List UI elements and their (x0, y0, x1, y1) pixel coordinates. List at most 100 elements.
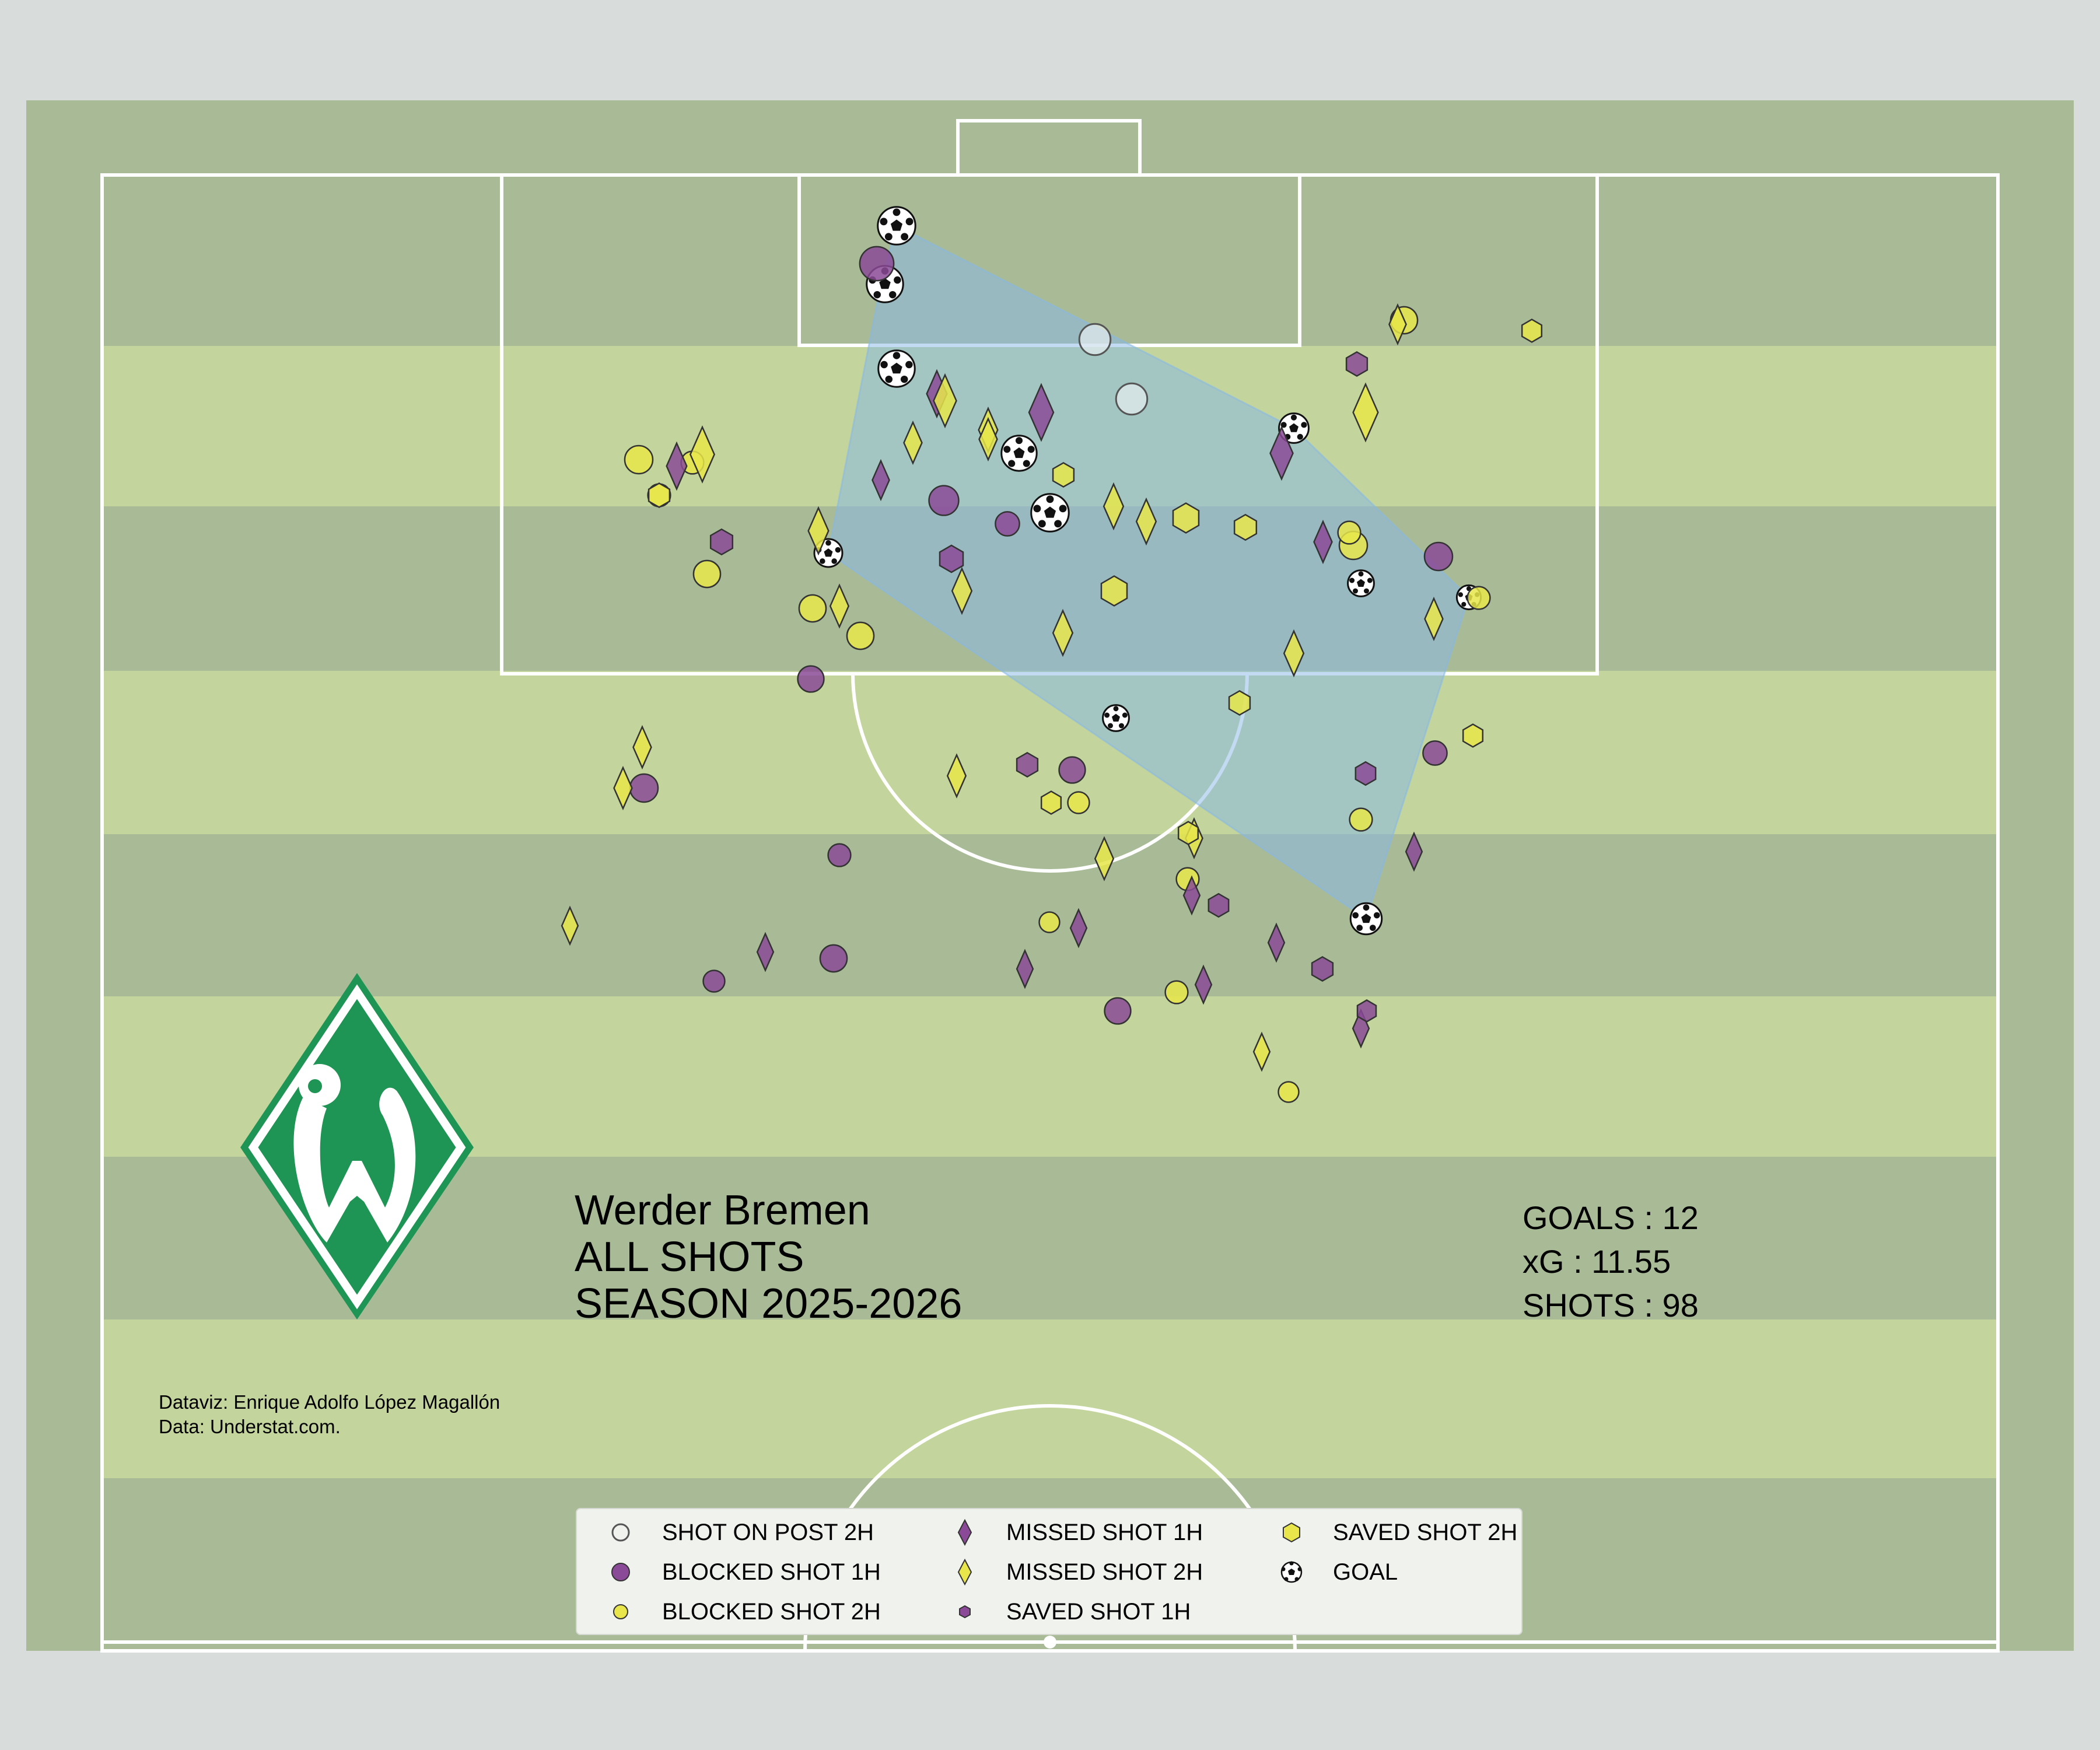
shot-saved-2h (1521, 318, 1543, 343)
pitch-stripe (102, 1320, 1998, 1478)
shot-saved-2h (1040, 790, 1062, 815)
legend-item: SHOT ON POST 2H (606, 1515, 874, 1550)
chart-subtitle: ALL SHOTS (575, 1234, 804, 1280)
shot-missed-2h (1283, 629, 1305, 678)
credits: Dataviz: Enrique Adolfo López Magallón D… (159, 1390, 500, 1439)
legend-label: MISSED SHOT 2H (1006, 1559, 1203, 1585)
shot-saved-2h (1177, 821, 1199, 845)
shot-saved-1h (1356, 999, 1377, 1023)
shot-missed-2h (903, 420, 923, 466)
shot-saved-1h (1208, 892, 1230, 918)
legend-marker-missed-2h (957, 1558, 972, 1586)
season-label: SEASON 2025-2026 (575, 1280, 963, 1327)
shot-missed-1h (1405, 831, 1423, 872)
legend-marker-post (611, 1523, 630, 1542)
shot-blocked-1h (629, 773, 659, 803)
shot-blocked-2h (1164, 980, 1189, 1005)
shot-post-2h (1078, 323, 1112, 356)
legend-label: GOAL (1333, 1559, 1398, 1585)
dataviz-credit: Dataviz: Enrique Adolfo López Magallón (159, 1391, 501, 1413)
shot-saved-2h (648, 482, 671, 509)
shot-goal (1278, 412, 1310, 444)
shot-missed-2h (690, 425, 715, 484)
data-source: Data: Understat.com. (159, 1416, 341, 1437)
shot-blocked-1h (1104, 997, 1132, 1025)
shot-goal (1030, 493, 1070, 533)
shot-missed-2h (978, 416, 998, 462)
shot-blocked-2h (1038, 911, 1060, 933)
shot-missed-1h (1182, 875, 1201, 916)
werder-crest-logo (240, 973, 474, 1320)
shot-blocked-1h (928, 485, 960, 516)
shot-missed-1h (1313, 519, 1333, 565)
shot-missed-2h (1352, 382, 1379, 443)
shot-missed-2h (1388, 303, 1407, 346)
shot-missed-2h (632, 724, 652, 770)
shot-missed-1h (1352, 1008, 1370, 1049)
crest-w-dot-inner (308, 1079, 322, 1093)
soccer-ball-icon (1280, 1561, 1303, 1583)
shot-goal (1000, 435, 1038, 472)
legend-item: SAVED SHOT 2H (1277, 1515, 1517, 1550)
legend-label: MISSED SHOT 1H (1006, 1519, 1203, 1545)
legend-marker-saved-2h (1283, 1522, 1300, 1543)
shot-saved-2h (1100, 575, 1128, 607)
crest-w-letter (293, 1087, 416, 1242)
shot-goal (877, 206, 916, 246)
shot-missed-1h (1194, 964, 1213, 1005)
shot-saved-2h (1052, 461, 1075, 488)
shot-saved-1h (1311, 956, 1334, 982)
shot-blocked-1h (1422, 740, 1448, 766)
legend: SHOT ON POST 2H BLOCKED SHOT 1H BLOCKED … (576, 1508, 1522, 1635)
shot-blocked-1h (797, 665, 825, 693)
shot-blocked-1h (702, 970, 726, 993)
shot-saved-2h (1228, 690, 1251, 716)
legend-item: MISSED SHOT 1H (950, 1515, 1203, 1550)
legend-marker-blocked-1h (611, 1563, 630, 1581)
crest-white-ring (248, 984, 466, 1310)
shot-blocked-1h (859, 246, 895, 282)
legend-item: GOAL (1277, 1555, 1398, 1590)
shots-layer (561, 206, 1543, 1103)
shot-missed-1h (1267, 922, 1286, 963)
title-block: Werder Bremen ALL SHOTS SEASON 2025-2026 (575, 1187, 962, 1327)
shot-missed-2h (613, 765, 633, 811)
legend-item: SAVED SHOT 1H (950, 1594, 1191, 1629)
shot-missed-2h (1424, 596, 1444, 642)
legend-label: SAVED SHOT 2H (1333, 1519, 1518, 1545)
shot-blocked-1h (1058, 756, 1086, 784)
shot-missed-2h (829, 583, 850, 629)
shot-blocked-2h (692, 559, 722, 589)
shot-missed-2h (946, 753, 967, 799)
shot-goal (1102, 704, 1130, 732)
xg-stat: xG : 11.55 (1522, 1243, 1671, 1280)
shot-missed-2h (1102, 482, 1125, 531)
legend-item: BLOCKED SHOT 1H (606, 1555, 881, 1590)
shot-missed-1h (756, 932, 775, 972)
shot-blocked-1h (827, 843, 852, 867)
shot-saved-1h (709, 528, 734, 556)
shot-missed-2h (1135, 497, 1157, 546)
shot-missed-2h (1252, 1031, 1271, 1072)
shot-blocked-2h (846, 621, 875, 650)
shot-missed-2h (933, 373, 957, 429)
shot-missed-2h (951, 566, 973, 615)
shot-missed-2h (807, 506, 830, 556)
shot-saved-2h (1172, 502, 1200, 534)
shot-missed-1h (1016, 949, 1034, 989)
shot-blocked-2h (624, 444, 654, 475)
shot-blocked-1h (995, 511, 1020, 537)
shot-goal (1349, 902, 1383, 936)
shot-missed-2h (1094, 836, 1115, 881)
center-spot (1044, 1636, 1056, 1648)
stats-block: GOALS : 12 xG : 11.55 SHOTS : 98 (1522, 1196, 1699, 1327)
shot-blocked-2h (1337, 520, 1362, 545)
legend-label: BLOCKED SHOT 2H (662, 1598, 881, 1625)
shot-saved-2h (1462, 723, 1484, 748)
shot-missed-2h (561, 905, 579, 946)
shot-blocked-1h (819, 944, 848, 973)
shot-missed-1h (1269, 425, 1294, 481)
shot-missed-1h (872, 459, 890, 502)
shot-goal (1347, 569, 1375, 597)
